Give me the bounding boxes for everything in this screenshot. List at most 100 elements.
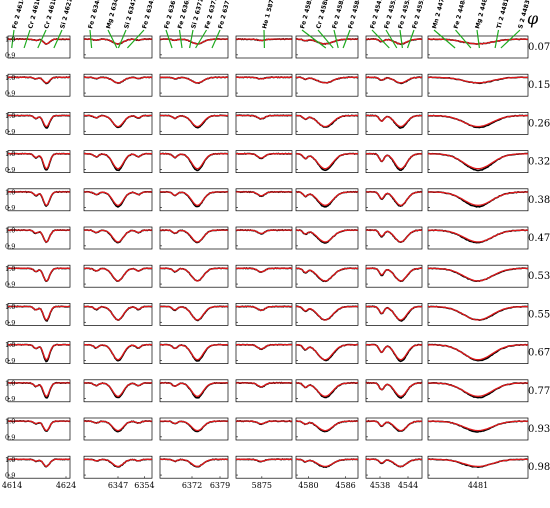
phase-label: 0.77	[528, 386, 550, 397]
panel-frame	[83, 188, 153, 212]
line-leader	[211, 29, 221, 49]
panel-frame	[365, 112, 423, 135]
y-tick-label: 1.0	[5, 74, 15, 82]
model-profile	[296, 38, 358, 45]
line-id-label: Fe 2 4541	[369, 0, 384, 30]
line-leader	[433, 29, 456, 49]
model-profile	[296, 76, 358, 84]
x-tick-label: 6379	[210, 481, 230, 490]
model-profile	[8, 191, 70, 206]
line-leader	[476, 29, 480, 49]
line-leader	[317, 29, 334, 49]
model-profile	[428, 267, 528, 282]
panel-frame	[235, 455, 293, 479]
line-id-label: Fe 2 4584	[347, 0, 362, 30]
panel-frame	[83, 264, 153, 288]
model-profile	[366, 76, 422, 84]
line-id-label: Si 2 6371	[190, 0, 205, 30]
line-leader	[500, 29, 521, 49]
panel-frame	[235, 341, 293, 364]
panel-frame	[83, 112, 153, 135]
phase-label: 0.67	[528, 348, 550, 359]
y-tick-label: 1.0	[5, 379, 15, 387]
line-leader	[333, 29, 339, 49]
line-id-label: Fe 2 6340	[87, 0, 102, 30]
model-profile	[8, 344, 70, 361]
model-profile	[84, 305, 152, 321]
y-tick-label: 0.9	[5, 395, 15, 403]
line-id-label: Mg 2 6346	[105, 0, 121, 30]
model-profile	[236, 267, 292, 273]
model-profile	[366, 267, 422, 282]
model-profile	[84, 114, 152, 128]
line-leader	[117, 29, 127, 49]
y-tick-label: 1.0	[5, 150, 15, 158]
model-profile	[84, 76, 152, 84]
model-profile	[366, 420, 422, 432]
model-profile	[295, 420, 358, 432]
model-profile	[428, 114, 528, 128]
panel-frame	[7, 112, 71, 135]
model-profile	[428, 76, 528, 84]
line-id-label: Mg 2 4481	[474, 0, 490, 30]
model-profile	[8, 76, 70, 84]
phase-label: 0.32	[528, 157, 550, 168]
model-profile	[428, 229, 528, 243]
x-tick-label: 4580	[298, 481, 318, 490]
line-id-label: Si 2 6347	[123, 0, 138, 30]
model-profile	[84, 191, 152, 206]
model-profile	[236, 229, 292, 235]
y-tick-label: 1.0	[5, 303, 15, 311]
y-tick-label: 0.9	[5, 242, 15, 250]
panel-frame	[7, 303, 71, 326]
panels-layer	[7, 35, 529, 479]
phase-label: 0.55	[528, 309, 550, 320]
y-tick-label: 0.9	[5, 166, 15, 174]
line-id-label: He 1 5875	[261, 0, 277, 30]
y-tick-label: 0.9	[5, 128, 15, 136]
line-id-label: Ti 2 4481	[496, 0, 511, 30]
panel-frame	[83, 35, 153, 59]
model-profile	[160, 420, 228, 432]
y-tick-label: 0.9	[5, 51, 15, 59]
panel-frame	[7, 188, 71, 212]
model-profile	[160, 191, 228, 206]
phase-label: 0.93	[528, 424, 550, 435]
model-profile	[84, 458, 152, 468]
panel-frame	[235, 226, 293, 250]
model-profile	[8, 267, 70, 282]
y-tick-label: 0.9	[5, 204, 15, 212]
model-profile	[295, 114, 358, 128]
model-profile	[160, 114, 228, 128]
panel-frame	[427, 341, 529, 364]
y-tick-label: 0.9	[5, 319, 15, 327]
model-profile	[236, 305, 292, 311]
line-id-label: Si 2 4621	[59, 0, 74, 30]
y-tick-label: 1.0	[5, 341, 15, 349]
phase-label: 0.98	[528, 462, 550, 473]
line-leader	[23, 29, 31, 49]
line-identification-leaders	[11, 29, 521, 49]
line-id-label: Fe 2 4558	[397, 0, 412, 30]
y-tick-label: 1.0	[5, 112, 15, 120]
model-profile	[428, 191, 528, 206]
line-leader	[126, 29, 145, 49]
panel-frame	[7, 379, 71, 403]
model-profile	[296, 344, 358, 361]
model-profile	[84, 38, 152, 45]
panel-frame	[235, 150, 293, 173]
line-id-label: Mn 2 4478	[431, 0, 447, 30]
model-profile	[366, 344, 422, 361]
text-labels-layer: 1.0 0.9 0.07 1.0 0.9 0.15 1.0 0.9 0.26 1.0 0.9 0.32…	[2, 0, 550, 490]
line-id-label: Fe 2 4614	[11, 0, 26, 30]
model-profile	[84, 153, 152, 170]
model-profile	[8, 305, 70, 321]
x-tick-label: 5875	[252, 481, 272, 490]
model-profile	[84, 420, 152, 432]
line-leader	[189, 29, 194, 49]
model-profile	[366, 153, 422, 170]
model-profile	[428, 305, 528, 321]
phase-label: 0.15	[528, 80, 550, 91]
y-tick-label: 1.0	[5, 36, 15, 44]
